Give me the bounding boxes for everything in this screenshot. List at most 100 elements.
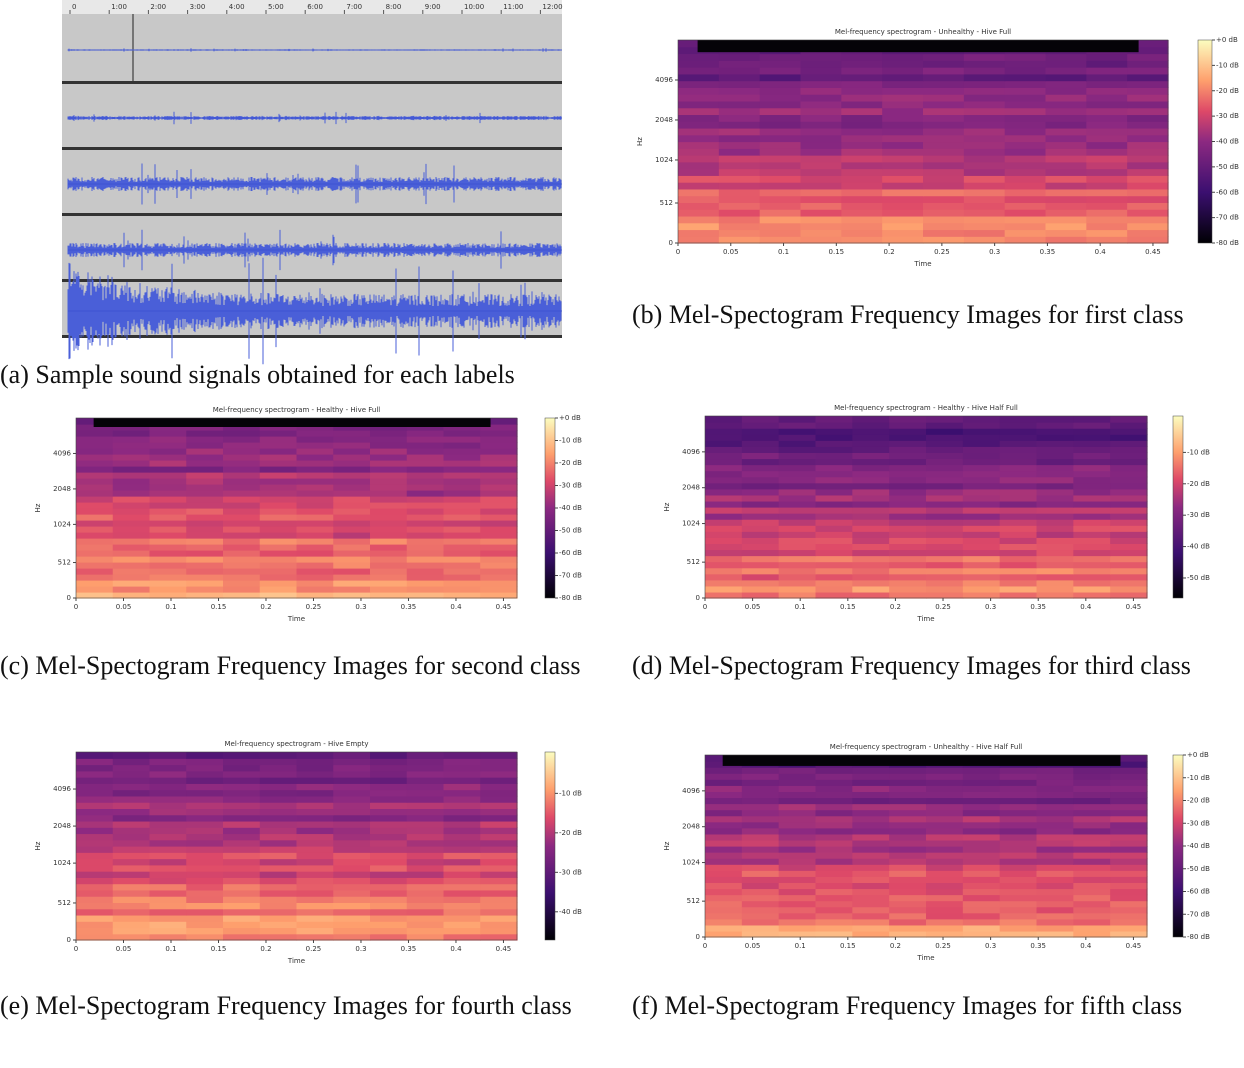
spectrogram-cell <box>759 168 802 176</box>
timeline-label: 2:00 <box>150 3 166 11</box>
spectrogram-cell <box>882 60 924 68</box>
x-tick-label: 0.4 <box>450 945 462 953</box>
spectrogram-cell <box>259 550 298 557</box>
spectrogram-cell <box>778 882 817 890</box>
x-axis-label: Time <box>287 615 305 623</box>
spectrogram-cell <box>926 579 964 587</box>
spectrogram-cell <box>480 562 518 569</box>
spectrogram-cell <box>759 182 802 190</box>
spectrogram-cell <box>778 519 817 526</box>
spectrogram-cell <box>926 416 964 423</box>
spectrogram-cell <box>149 789 187 797</box>
spectrogram-cell <box>406 864 445 872</box>
spectrogram-cell <box>259 532 298 539</box>
spectrogram-cell <box>926 882 964 890</box>
spectrogram-cell <box>999 476 1038 484</box>
spectrogram-cell <box>741 470 780 478</box>
spectrogram-cell <box>778 507 817 514</box>
spectrogram-cell <box>296 914 334 922</box>
spectrogram-cell <box>923 202 965 210</box>
spectrogram-cell <box>962 585 1001 593</box>
spectrogram-cell <box>962 785 1001 792</box>
spectrogram-cell <box>999 809 1038 817</box>
spectrogram-cell <box>1110 470 1148 478</box>
spectrogram-cell <box>778 827 817 835</box>
spectrogram-cell <box>370 454 408 461</box>
spectrogram-cell <box>678 168 720 176</box>
spectrogram-cell <box>406 442 445 449</box>
x-tick-label: 0.3 <box>355 603 366 611</box>
spectrogram-cell <box>1086 60 1128 68</box>
spectrogram-cell <box>1073 846 1111 853</box>
spectrogram-cell <box>223 770 261 778</box>
spectrogram-cell <box>259 846 298 853</box>
spectrogram-cell <box>815 846 853 853</box>
spectrogram-cell <box>741 573 780 581</box>
spectrogram-cell <box>333 770 371 778</box>
spectrogram-cell <box>999 428 1038 435</box>
spectrogram-cell <box>223 758 261 766</box>
spectrogram-cell <box>296 436 334 443</box>
spectrogram-cell <box>800 155 842 163</box>
spectrogram-cell <box>962 549 1001 557</box>
spectrogram-cell <box>852 870 890 877</box>
spectrogram-cell <box>1086 161 1128 170</box>
spectrogram-cell <box>370 921 408 929</box>
spectrogram-cell <box>926 791 964 799</box>
colorbar-label: -20 dB <box>1187 480 1210 488</box>
spectrogram-cell <box>443 484 481 491</box>
spectrogram-cell <box>705 494 743 502</box>
spectrogram-cell <box>1110 755 1148 762</box>
spectrogram-cell <box>1127 188 1169 197</box>
spectrogram-cell <box>112 927 151 935</box>
spectrogram-cell <box>1110 507 1148 514</box>
spectrogram-cell <box>1036 924 1074 932</box>
spectrogram-cell <box>882 141 924 149</box>
spectrogram-cell <box>962 858 1001 865</box>
spectrogram-cell <box>923 87 965 95</box>
spectrogram-cell <box>296 839 334 847</box>
plot-title: Mel-frequency spectrogram - Unhealthy - … <box>835 28 1011 36</box>
spectrogram-cell <box>149 496 187 503</box>
spectrogram-cell <box>1004 127 1047 136</box>
y-axis-label: Hz <box>636 137 644 146</box>
timeline-label: 9:00 <box>425 3 441 11</box>
spectrogram-cell <box>296 820 334 828</box>
spectrogram-cell <box>759 80 802 88</box>
spectrogram-cell <box>923 94 965 102</box>
spectrogram-cell <box>926 494 964 502</box>
spectrogram-cell <box>962 482 1001 490</box>
spectrogram-cell <box>963 121 1006 129</box>
spectrogram-cell <box>370 858 408 866</box>
colorbar-label: -30 dB <box>559 482 582 490</box>
caption: (d) Mel-Spectogram Frequency Images for … <box>632 651 1191 680</box>
spectrogram-cell <box>962 561 1001 569</box>
spectrogram-cell <box>999 579 1038 587</box>
spectrogram-cell <box>480 914 518 922</box>
spectrogram-cell <box>852 579 890 587</box>
spectrogram-cell <box>333 514 371 521</box>
spectrogram-cell <box>705 864 743 871</box>
spectrogram-cell <box>926 870 964 877</box>
x-axis-label: Time <box>916 954 934 962</box>
spectrogram-cell <box>1110 446 1148 453</box>
spectrogram-cell <box>480 466 518 473</box>
spectrogram-cell <box>443 460 481 467</box>
spectrogram-cell <box>443 814 481 822</box>
spectrogram-cell <box>480 827 518 835</box>
spectrogram-cell <box>296 833 334 841</box>
spectrogram-cell <box>889 531 927 538</box>
spectrogram-cell <box>962 906 1001 914</box>
spectrogram-cell <box>759 229 802 237</box>
spectrogram-cell <box>1110 476 1148 484</box>
spectrogram-cell <box>852 912 890 920</box>
spectrogram-cell <box>1073 809 1111 817</box>
spectrogram-cell <box>296 556 334 563</box>
spectrogram-cell <box>1110 852 1148 859</box>
spectrogram-cell <box>480 460 518 467</box>
spectrogram-cell <box>778 494 817 502</box>
y-tick-label: 4096 <box>53 785 71 793</box>
spectrogram-cell <box>741 882 780 890</box>
spectrogram-cell <box>889 767 927 774</box>
spectrogram-cell <box>1004 67 1047 75</box>
